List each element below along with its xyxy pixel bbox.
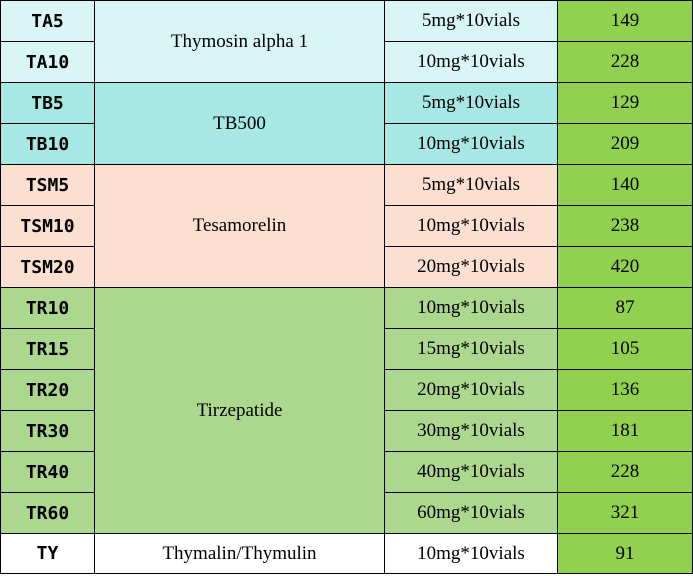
spec-cell: 10mg*10vials (384, 41, 558, 83)
product-name-cell: Tesamorelin (94, 164, 385, 288)
price-cell: 228 (557, 41, 693, 83)
price-cell: 238 (557, 205, 693, 247)
table-row: TSM20 20mg*10vials 420 (0, 246, 693, 288)
product-code-cell: TY (0, 533, 95, 574)
product-code-cell: TR60 (0, 492, 95, 534)
table-row: TA10 10mg*10vials 228 (0, 41, 693, 83)
product-name-cell: Tirzepatide (94, 287, 385, 534)
table-row: TB5 TB500 5mg*10vials 129 (0, 82, 693, 165)
table-row: TR30 30mg*10vials 181 (0, 410, 693, 452)
price-cell: 91 (557, 533, 693, 574)
product-code-cell: TB10 (0, 123, 95, 165)
price-cell: 140 (557, 164, 693, 206)
table-row: TR40 40mg*10vials 228 (0, 451, 693, 493)
spec-cell: 30mg*10vials (384, 410, 558, 452)
product-code-cell: TR40 (0, 451, 95, 493)
product-code-cell: TR10 (0, 287, 95, 329)
price-cell: 105 (557, 328, 693, 370)
product-name-cell: Thymalin/Thymulin (94, 533, 385, 574)
table-row: TY Thymalin/Thymulin 10mg*10vials 91 (0, 533, 693, 574)
spec-cell: 10mg*10vials (384, 533, 558, 574)
product-code-cell: TB5 (0, 82, 95, 124)
product-code-cell: TR30 (0, 410, 95, 452)
price-cell: 228 (557, 451, 693, 493)
spec-cell: 20mg*10vials (384, 369, 558, 411)
price-cell: 87 (557, 287, 693, 329)
table-row: TR60 60mg*10vials 321 (0, 492, 693, 534)
table-row: TB10 10mg*10vials 209 (0, 123, 693, 165)
spec-cell: 5mg*10vials (384, 164, 558, 206)
price-cell: 149 (557, 0, 693, 42)
table-row: TA5 Thymosin alpha 1 5mg*10vials 149 (0, 0, 693, 83)
product-code-cell: TSM10 (0, 205, 95, 247)
spec-cell: 10mg*10vials (384, 287, 558, 329)
spec-cell: 15mg*10vials (384, 328, 558, 370)
price-cell: 209 (557, 123, 693, 165)
price-cell: 136 (557, 369, 693, 411)
spec-cell: 10mg*10vials (384, 123, 558, 165)
spec-cell: 60mg*10vials (384, 492, 558, 534)
product-name-cell: Thymosin alpha 1 (94, 0, 385, 83)
product-name-cell: TB500 (94, 82, 385, 165)
table-row: TR10 Tirzepatide 10mg*10vials 87 (0, 287, 693, 534)
table-row: TR15 15mg*10vials 105 (0, 328, 693, 370)
product-code-cell: TA10 (0, 41, 95, 83)
price-cell: 420 (557, 246, 693, 288)
product-code-cell: TSM20 (0, 246, 95, 288)
product-code-cell: TR20 (0, 369, 95, 411)
price-cell: 129 (557, 82, 693, 124)
spec-cell: 5mg*10vials (384, 0, 558, 42)
table-row: TSM10 10mg*10vials 238 (0, 205, 693, 247)
product-code-cell: TSM5 (0, 164, 95, 206)
table-row: TSM5 Tesamorelin 5mg*10vials 140 (0, 164, 693, 288)
price-cell: 321 (557, 492, 693, 534)
spec-cell: 5mg*10vials (384, 82, 558, 124)
product-code-cell: TA5 (0, 0, 95, 42)
spec-cell: 40mg*10vials (384, 451, 558, 493)
spec-cell: 20mg*10vials (384, 246, 558, 288)
product-code-cell: TR15 (0, 328, 95, 370)
spec-cell: 10mg*10vials (384, 205, 558, 247)
price-cell: 181 (557, 410, 693, 452)
